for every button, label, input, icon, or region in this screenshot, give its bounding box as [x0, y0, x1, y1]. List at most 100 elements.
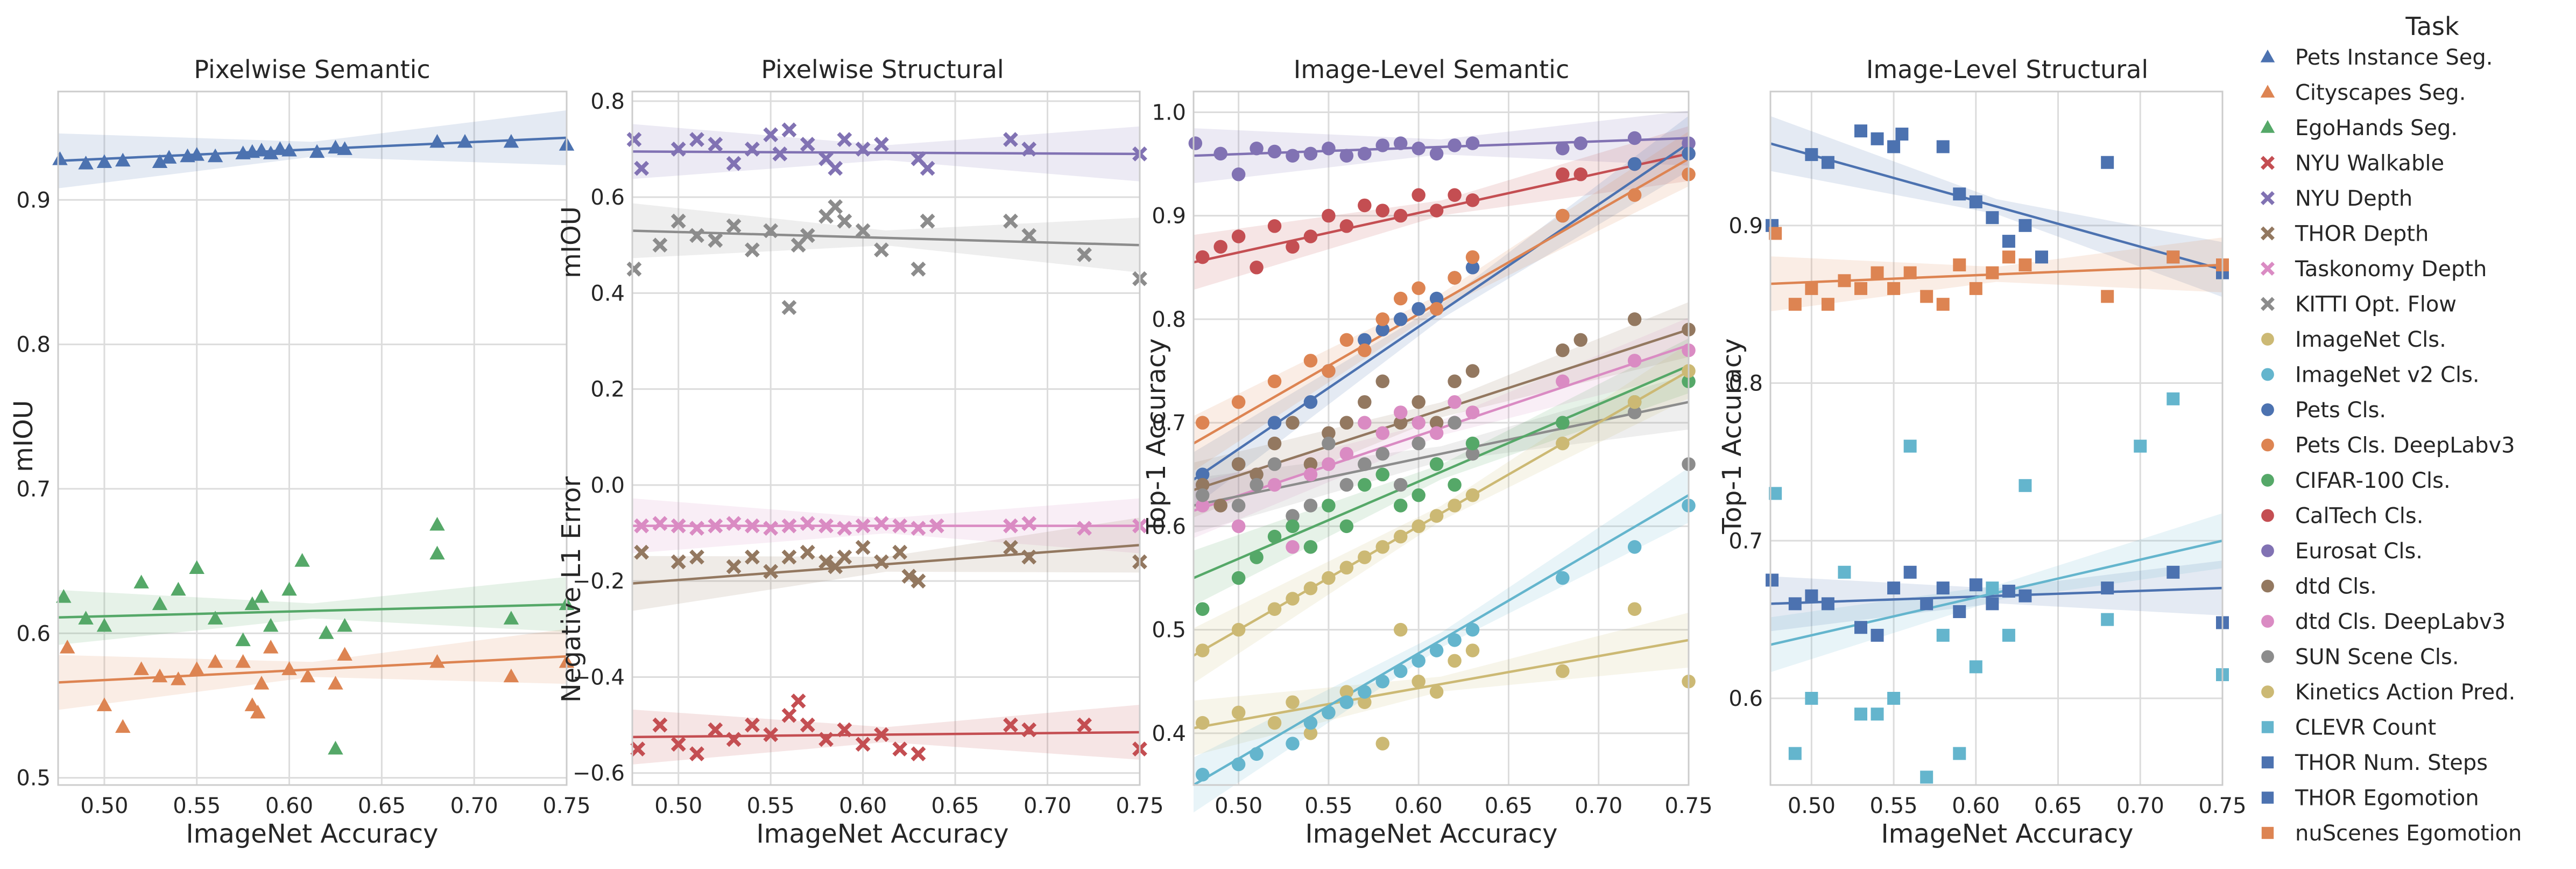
point-kinetics-action-pred — [1267, 716, 1282, 730]
x-mark-stroke — [781, 518, 797, 534]
x-mark-stroke — [1003, 539, 1018, 555]
x-mark-stroke — [689, 746, 704, 761]
x-tick-label: 0.65 — [358, 794, 406, 818]
x-mark-stroke — [828, 160, 843, 176]
point-clevr-count — [2134, 439, 2147, 453]
point-cityscapes-seg — [503, 668, 519, 683]
y-tick-label: −0.4 — [573, 665, 625, 690]
legend-label: Pets Cls. — [2295, 398, 2386, 423]
point-cifar-100-cls — [1195, 602, 1210, 616]
x-tick-label: 0.50 — [1215, 794, 1262, 818]
point-nuscenes-egomotion — [2002, 250, 2015, 264]
x-tick-label: 0.60 — [265, 794, 313, 818]
point-imagenet-cls — [1429, 509, 1444, 523]
point-eurosat-cls — [1267, 144, 1282, 159]
point-taskonomy-depth — [855, 518, 871, 534]
x-mark-stroke — [763, 127, 779, 143]
point-caltech-cls — [1286, 240, 1300, 254]
x-mark-stroke — [671, 518, 686, 534]
x-mark-stroke — [781, 122, 797, 138]
point-caltech-cls — [1358, 198, 1372, 213]
point-caltech-cls — [1322, 208, 1336, 223]
point-kinetics-action-pred — [1358, 695, 1372, 709]
point-thor-egomotion — [1986, 597, 1999, 611]
point-nyu-depth — [920, 160, 935, 176]
x-mark-stroke — [652, 516, 668, 531]
axes-frame — [1192, 90, 1690, 786]
panel-image-level-structural: 0.50 0.55 0.60 0.65 0.70 0.75 0.6 0.7 0.8 0.9 Im… — [1717, 55, 2247, 849]
point-thor-num-steps — [1871, 132, 1884, 145]
point-pets-cls — [1303, 395, 1318, 409]
point-dtd-cls — [1411, 395, 1425, 409]
y-tick-label: 0.8 — [1728, 372, 1763, 396]
point-sun-scene-cls — [1286, 509, 1300, 523]
x-mark-stroke — [855, 518, 871, 534]
point-nyu-walkable — [874, 727, 889, 742]
point-nyu-depth — [772, 146, 788, 162]
fit-imagenet-v2-cls — [1192, 494, 1690, 786]
point-cityscapes-seg — [189, 661, 204, 675]
legend-label: dtd Cls. DeepLabv3 — [2295, 609, 2506, 634]
point-thor-depth — [781, 549, 797, 565]
point-dtd-cls-deeplabv3 — [1627, 354, 1642, 368]
legend-marker-circle — [2261, 615, 2274, 628]
x-tick-label: 0.70 — [450, 794, 498, 818]
fit-nyu-walkable — [632, 731, 1140, 739]
point-nyu-depth — [855, 142, 871, 157]
legend-entry: Cityscapes Seg. — [2260, 81, 2466, 106]
point-kitti-opt-flow — [837, 213, 852, 229]
point-thor-num-steps — [1986, 211, 1999, 225]
point-nyu-depth — [726, 156, 742, 171]
point-eurosat-cls — [1393, 136, 1408, 150]
y-tick-label: 0.8 — [16, 333, 51, 358]
point-pets-instance-seg — [52, 151, 68, 165]
point-caltech-cls — [1465, 193, 1480, 207]
point-pets-cls-deeplabv3 — [1465, 250, 1480, 264]
point-nyu-walkable — [818, 732, 834, 747]
point-nuscenes-egomotion — [2019, 258, 2032, 271]
point-imagenet-v2-cls — [1303, 716, 1318, 730]
point-sun-scene-cls — [1375, 447, 1390, 461]
y-tick-label: −0.6 — [573, 761, 625, 786]
point-thor-num-steps — [1821, 156, 1834, 169]
point-eurosat-cls — [1465, 136, 1480, 150]
x-mark-stroke — [855, 223, 871, 239]
point-clevr-count — [1788, 747, 1802, 760]
point-dtd-cls-deeplabv3 — [1303, 467, 1318, 482]
point-imagenet-cls — [1411, 519, 1425, 534]
x-tick-label: 0.70 — [1024, 794, 1071, 818]
x-mark-stroke — [920, 160, 935, 176]
x-mark-stroke — [855, 142, 871, 157]
point-kitti-opt-flow — [763, 223, 779, 239]
point-cifar-100-cls — [1231, 571, 1246, 585]
point-taskonomy-depth — [634, 518, 650, 534]
point-caltech-cls — [1267, 219, 1282, 233]
point-pets-instance-seg — [309, 144, 325, 158]
legend-label: Taskonomy Depth — [2295, 257, 2487, 282]
point-nyu-walkable — [837, 722, 852, 738]
y-tick-label: 0.9 — [1152, 204, 1186, 229]
x-mark-stroke — [2261, 262, 2275, 276]
axes-frame — [1769, 90, 2224, 786]
legend-marker-square — [2261, 826, 2274, 839]
point-thor-egomotion — [1920, 597, 1933, 611]
x-axis-label: ImageNet Accuracy — [757, 819, 1009, 849]
x-mark-stroke — [2261, 156, 2275, 170]
point-imagenet-v2-cls — [1627, 540, 1642, 554]
y-axis-label: Top-1 Accuracy — [1717, 338, 1747, 534]
panel-pixelwise-structural: 0.50 0.55 0.60 0.65 0.70 0.75 −0.6 −0.4 −0.2 0.0… — [556, 55, 1164, 849]
x-tick-label: 0.70 — [2116, 794, 2164, 818]
point-pets-cls-deeplabv3 — [1195, 416, 1210, 430]
point-taskonomy-depth — [781, 518, 797, 534]
x-tick-labels: 0.50 0.55 0.60 0.65 0.70 0.75 — [654, 794, 1163, 818]
point-dtd-cls — [1231, 457, 1246, 471]
point-caltech-cls — [1339, 219, 1354, 233]
point-kitti-opt-flow — [689, 228, 704, 243]
point-clevr-count — [1903, 439, 1917, 453]
point-egohands-seg — [133, 574, 149, 588]
legend-marker-x — [2261, 156, 2275, 170]
point-taskonomy-depth — [911, 521, 926, 536]
point-cifar-100-cls — [1448, 478, 1462, 492]
point-nyu-walkable — [726, 732, 742, 747]
legend-label: CIFAR-100 Cls. — [2295, 468, 2451, 493]
